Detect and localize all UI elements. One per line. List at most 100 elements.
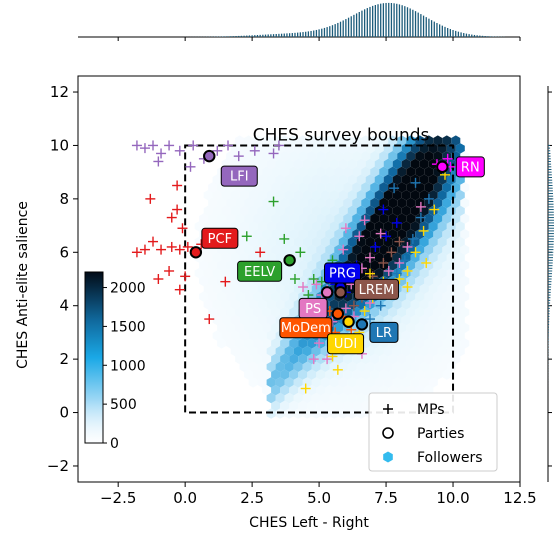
- follower-hexbin: [248, 299, 258, 310]
- mp-marker-lr: [399, 255, 410, 266]
- follower-hexbin: [293, 268, 303, 279]
- follower-hexbin: [442, 369, 452, 380]
- follower-hexbin: [397, 182, 407, 193]
- follower-hexbin: [437, 190, 447, 201]
- follower-hexbin: [334, 182, 344, 193]
- follower-hexbin: [280, 213, 290, 224]
- mp-marker-prg: [378, 204, 389, 215]
- follower-hexbin: [419, 190, 429, 201]
- follower-hexbin: [257, 346, 267, 357]
- mp-marker-eelv: [295, 247, 306, 258]
- follower-hexbin: [370, 197, 380, 209]
- party-marker: [283, 254, 296, 267]
- follower-hexbin: [392, 299, 402, 310]
- colorbar-tick-label: 1000: [110, 358, 146, 374]
- follower-hexbin: [320, 361, 330, 372]
- follower-hexbin: [356, 408, 366, 419]
- legend-entry-hexagon: Followers: [383, 450, 483, 466]
- follower-hexbin: [226, 307, 236, 318]
- follower-hexbin: [280, 385, 290, 396]
- follower-hexbin: [221, 205, 231, 216]
- follower-hexbin: [419, 158, 429, 170]
- mp-marker-udi: [410, 247, 421, 258]
- mp-marker-lfi: [188, 140, 199, 151]
- follower-hexbin: [455, 143, 465, 154]
- colorbar-tick-label: 2000: [110, 281, 146, 297]
- follower-hexbin: [455, 252, 465, 263]
- follower-hexbin: [343, 385, 353, 396]
- follower-hexbin: [410, 314, 420, 326]
- follower-hexbin: [262, 213, 272, 224]
- follower-hexbin: [235, 291, 245, 302]
- follower-hexbin: [271, 166, 281, 177]
- follower-hexbin: [415, 275, 425, 287]
- mp-marker-udi: [429, 204, 440, 215]
- follower-hexbin: [307, 166, 317, 177]
- follower-hexbin: [352, 244, 362, 255]
- follower-hexbin: [293, 361, 303, 372]
- follower-hexbin: [253, 291, 263, 302]
- mp-marker-udi: [359, 306, 370, 317]
- follower-hexbin: [352, 400, 362, 411]
- follower-hexbin: [217, 322, 227, 333]
- follower-hexbin: [415, 213, 425, 224]
- follower-hexbin: [208, 197, 218, 209]
- follower-hexbin: [401, 283, 411, 294]
- follower-hexbin: [271, 135, 281, 146]
- follower-hexbin: [356, 205, 366, 216]
- mp-marker-pcf: [180, 271, 191, 282]
- follower-hexbin: [347, 174, 357, 185]
- follower-hexbin: [460, 275, 470, 287]
- follower-hexbin: [248, 205, 258, 216]
- follower-hexbin: [244, 322, 254, 333]
- follower-hexbin: [437, 221, 447, 232]
- follower-hexbin: [347, 190, 357, 201]
- follower-hexbin: [424, 307, 434, 318]
- follower-hexbin: [284, 190, 294, 201]
- follower-hexbin: [356, 361, 366, 372]
- follower-hexbin: [397, 353, 407, 365]
- mp-marker-lfi: [164, 140, 175, 151]
- follower-hexbin: [437, 346, 447, 357]
- follower-hexbin: [347, 361, 357, 372]
- mp-marker-udi: [418, 225, 429, 236]
- mp-marker-lr: [407, 233, 418, 244]
- follower-hexbin: [271, 182, 281, 193]
- follower-hexbin: [361, 385, 371, 396]
- party-label-box: [237, 260, 283, 282]
- follower-hexbin: [397, 307, 407, 318]
- follower-hexbin: [397, 135, 407, 146]
- follower-hexbin: [248, 190, 258, 201]
- follower-hexbin: [293, 205, 303, 216]
- party-lr: LR: [355, 318, 399, 343]
- right-marginal-histogram: [547, 86, 554, 482]
- follower-hexbin: [406, 151, 416, 162]
- follower-hexbin: [284, 174, 294, 185]
- follower-hexbin: [442, 307, 452, 318]
- follower-hexbin: [257, 299, 267, 310]
- follower-hexbin: [338, 236, 348, 248]
- follower-hexbin: [271, 400, 281, 411]
- follower-hexbin: [374, 190, 384, 201]
- follower-hexbin: [307, 260, 317, 271]
- mp-marker-pcf: [164, 265, 175, 276]
- party-label-box: [201, 227, 239, 249]
- follower-hexbin: [343, 166, 353, 177]
- follower-hexbin: [217, 338, 227, 349]
- follower-hexbin: [266, 205, 276, 216]
- follower-hexbin: [239, 283, 249, 294]
- mp-marker-udi: [364, 268, 375, 279]
- follower-hexbin: [244, 369, 254, 380]
- follower-hexbin: [365, 236, 375, 248]
- follower-hexbin: [460, 182, 470, 193]
- follower-hexbin: [415, 197, 425, 209]
- party-label: MoDem: [281, 321, 331, 336]
- follower-hexbin: [392, 361, 402, 372]
- follower-hexbin: [437, 314, 447, 326]
- follower-hexbin: [365, 221, 375, 232]
- follower-hexbin: [212, 299, 222, 310]
- follower-hexbin: [253, 353, 263, 365]
- follower-hexbin: [217, 260, 227, 271]
- follower-hexbin: [217, 197, 227, 209]
- follower-hexbin: [289, 135, 299, 146]
